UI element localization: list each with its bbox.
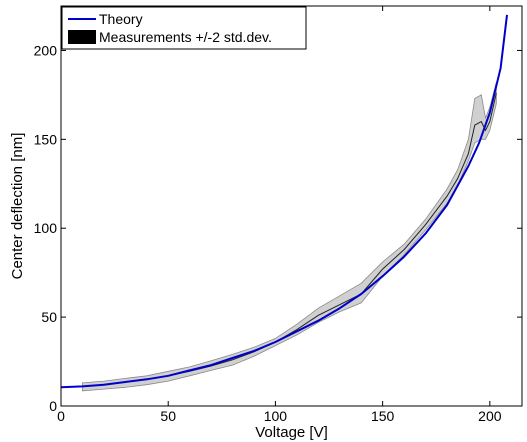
y-tick-label: 0 (49, 398, 57, 414)
x-tick-label: 0 (57, 408, 65, 424)
x-tick-label: 100 (264, 408, 288, 424)
y-tick-label: 200 (34, 42, 58, 58)
tick-layer: 0 50 100 150 200 0 50 100 150 200 (34, 6, 522, 424)
plot-frame (60, 5, 523, 407)
x-tick-label: 50 (160, 408, 176, 424)
x-tick-label: 200 (478, 408, 502, 424)
x-axis-label: Voltage [V] (255, 424, 328, 441)
y-tick-label: 100 (34, 220, 58, 236)
theory-line (60, 14, 508, 389)
legend-swatch-measurements (68, 30, 96, 44)
measurement-band (82, 82, 497, 392)
mean-layer (82, 92, 497, 387)
x-tick-label: 150 (371, 408, 395, 424)
legend-label-measurements: Measurements +/-2 std.dev. (99, 29, 272, 45)
y-axis-label: Center deflection [nm] (9, 133, 26, 280)
legend-box (61, 6, 307, 50)
legend-label-theory: Theory (99, 11, 143, 27)
y-tick-label: 150 (34, 131, 58, 147)
theory-layer (60, 14, 508, 389)
band-layer (82, 82, 497, 392)
legend: Theory Measurements +/-2 std.dev. (61, 6, 307, 50)
y-tick-label: 50 (41, 309, 57, 325)
measurement-mean-line (82, 92, 497, 387)
